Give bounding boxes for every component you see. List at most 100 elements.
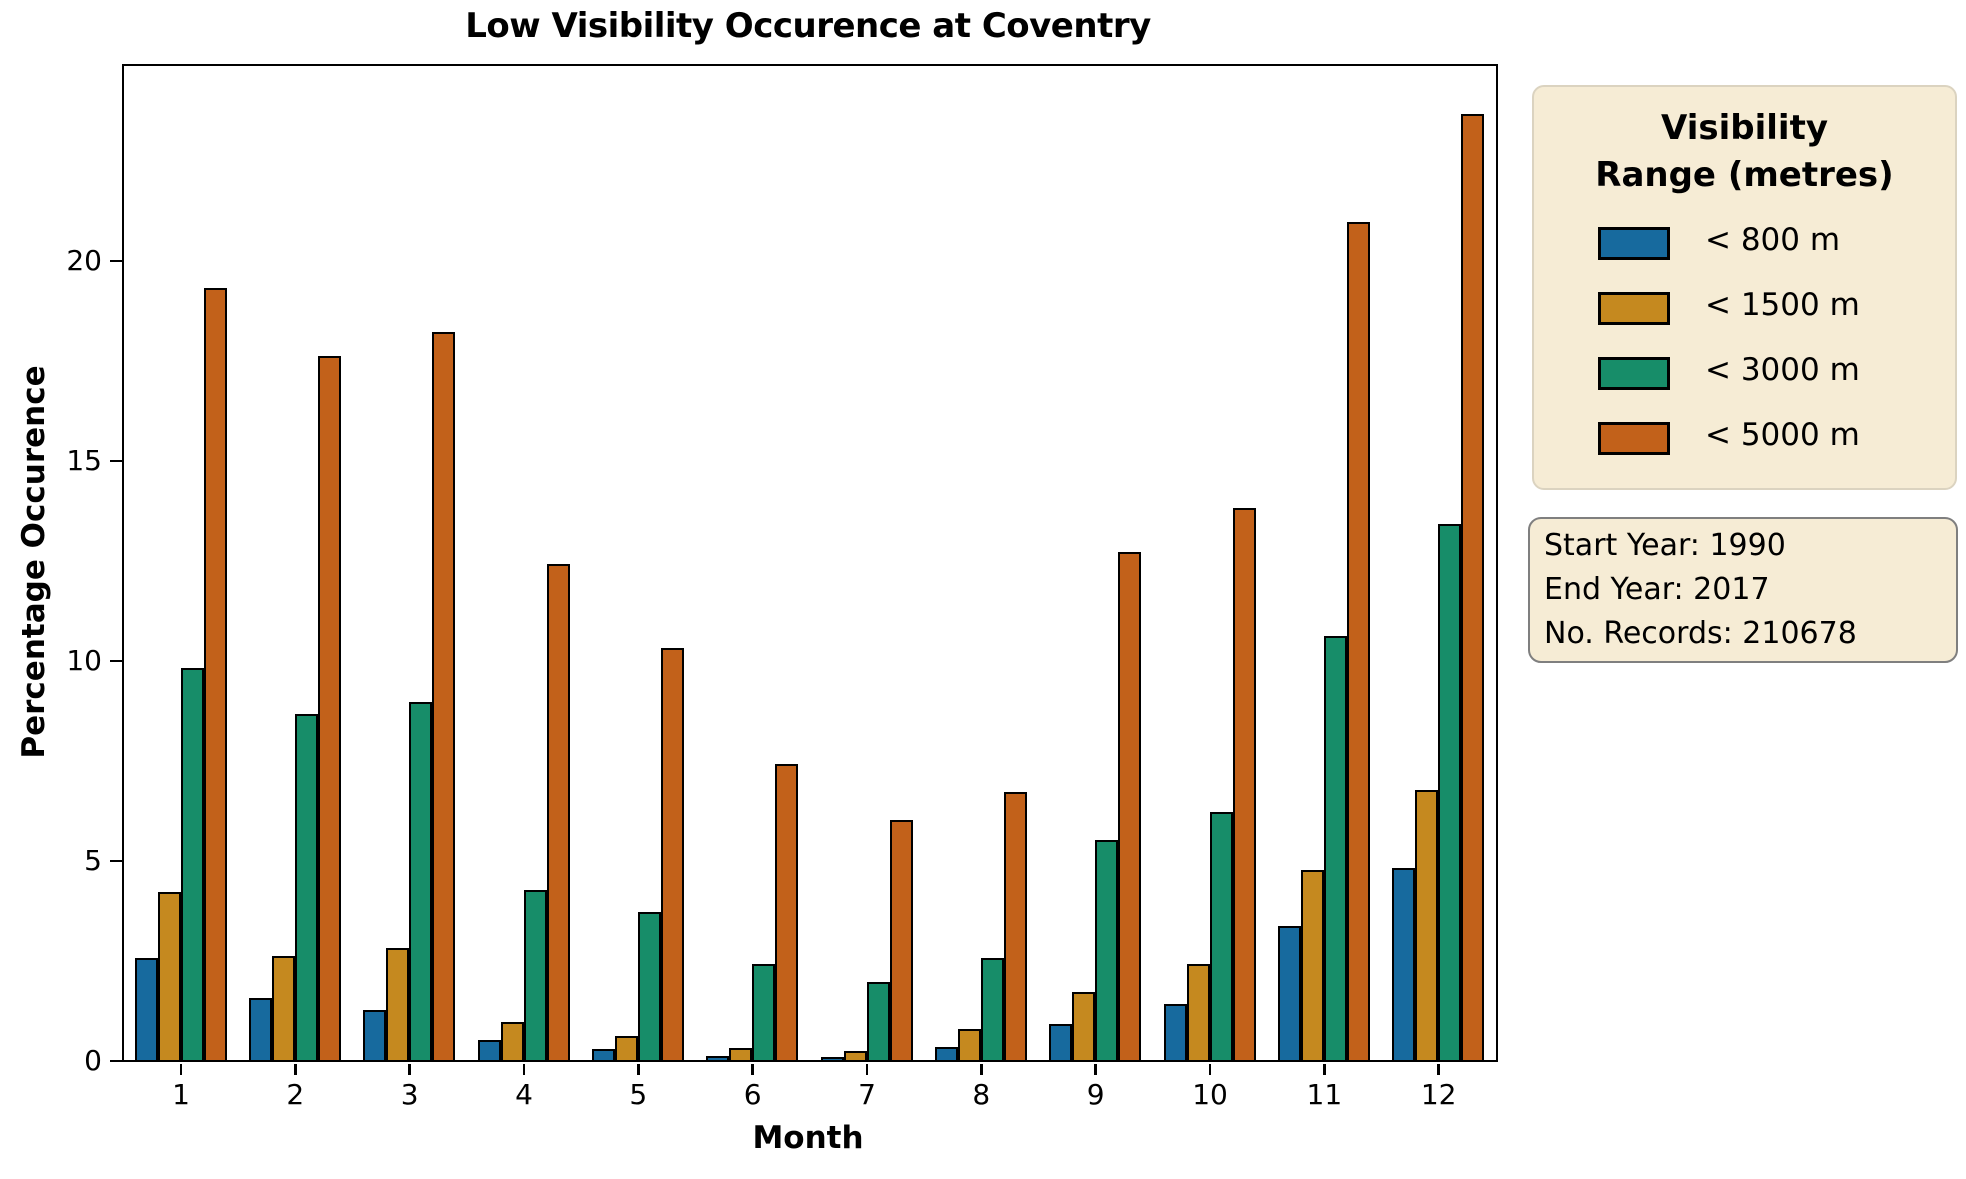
bar-month6-800m <box>706 1056 730 1060</box>
bar-month12-1500m <box>1415 790 1439 1060</box>
plot-area <box>122 64 1498 1062</box>
legend-label-1: < 1500 m <box>1705 287 1860 323</box>
bar-month5-800m <box>591 1049 615 1060</box>
x-tick-8 <box>980 1064 983 1075</box>
legend-entry-2: < 3000 m <box>1534 343 1955 408</box>
x-axis-label: Month <box>752 1120 864 1156</box>
bar-month1-1500m <box>157 892 181 1060</box>
bar-month9-5000m <box>1118 552 1142 1060</box>
legend-title-line1: Visibility <box>1661 108 1828 148</box>
bar-month4-1500m <box>500 1022 524 1060</box>
x-tick-label-8: 8 <box>972 1078 991 1111</box>
bar-month11-1500m <box>1300 870 1324 1060</box>
bar-month7-1500m <box>843 1051 867 1060</box>
bar-month1-3000m <box>180 668 204 1060</box>
x-tick-label-6: 6 <box>743 1078 762 1111</box>
y-tick-0 <box>110 1059 122 1063</box>
bar-month2-3000m <box>294 714 318 1060</box>
bar-month5-1500m <box>614 1036 638 1060</box>
bar-month9-3000m <box>1095 840 1119 1060</box>
x-tick-12 <box>1437 1064 1440 1075</box>
x-tick-4 <box>522 1064 526 1075</box>
bar-month3-800m <box>363 1010 387 1060</box>
y-tick-15 <box>110 459 122 463</box>
info-box: Start Year: 1990 End Year: 2017 No. Reco… <box>1528 517 1958 663</box>
bar-month8-1500m <box>957 1028 981 1060</box>
bar-month2-5000m <box>317 356 341 1060</box>
legend-swatch-2 <box>1598 357 1670 390</box>
bar-month11-5000m <box>1346 222 1370 1060</box>
x-tick-10 <box>1208 1064 1212 1075</box>
bar-month3-3000m <box>409 702 433 1060</box>
bar-month4-3000m <box>523 890 547 1060</box>
legend-entry-3: < 5000 m <box>1534 408 1955 473</box>
y-axis-label: Percentage Occurence <box>16 365 52 759</box>
bar-month9-800m <box>1049 1024 1073 1060</box>
x-tick-label-9: 9 <box>1086 1078 1105 1111</box>
bar-month7-3000m <box>866 982 890 1060</box>
y-tick-label-15: 15 <box>66 444 102 477</box>
legend-swatch-1 <box>1598 292 1670 325</box>
x-tick-9 <box>1094 1064 1097 1075</box>
bar-month8-3000m <box>980 958 1004 1060</box>
bar-month12-5000m <box>1461 114 1485 1060</box>
x-tick-label-11: 11 <box>1306 1078 1343 1111</box>
bar-month12-3000m <box>1438 524 1462 1060</box>
info-num-records: No. Records: 210678 <box>1544 616 1857 651</box>
legend-entries: < 800 m < 1500 m < 3000 m < 5000 m <box>1534 213 1955 473</box>
bar-month3-1500m <box>386 948 410 1060</box>
chart-title: Low Visibility Occurence at Coventry <box>465 6 1151 46</box>
x-tick-label-5: 5 <box>629 1078 648 1111</box>
x-tick-label-1: 1 <box>172 1078 190 1111</box>
legend: Visibility Range (metres) < 800 m < 1500 … <box>1532 85 1957 490</box>
legend-label-3: < 5000 m <box>1705 417 1860 453</box>
x-tick-label-2: 2 <box>286 1078 305 1111</box>
x-tick-5 <box>637 1064 640 1075</box>
x-tick-label-12: 12 <box>1420 1078 1457 1111</box>
x-tick-label-7: 7 <box>858 1078 876 1111</box>
legend-label-0: < 800 m <box>1705 222 1841 258</box>
x-tick-11 <box>1323 1064 1326 1075</box>
y-tick-label-20: 20 <box>66 244 102 277</box>
x-tick-3 <box>408 1064 411 1075</box>
bar-month11-3000m <box>1323 636 1347 1060</box>
y-tick-10 <box>110 659 122 663</box>
x-tick-2 <box>294 1064 297 1075</box>
y-tick-label-5: 5 <box>84 844 102 877</box>
bar-month8-800m <box>934 1046 958 1060</box>
legend-entry-0: < 800 m <box>1534 213 1955 278</box>
bar-month11-800m <box>1277 926 1301 1060</box>
x-tick-label-4: 4 <box>515 1078 533 1111</box>
bar-month8-5000m <box>1003 792 1027 1060</box>
bar-month6-5000m <box>775 764 799 1060</box>
bar-month5-5000m <box>660 648 684 1060</box>
bar-month2-800m <box>248 998 272 1060</box>
x-tick-label-3: 3 <box>400 1078 419 1111</box>
legend-entry-1: < 1500 m <box>1534 278 1955 343</box>
legend-label-2: < 3000 m <box>1705 352 1860 388</box>
bar-month1-800m <box>134 958 158 1060</box>
bar-month3-5000m <box>432 332 456 1060</box>
bar-month9-1500m <box>1072 992 1096 1060</box>
info-start-year: Start Year: 1990 <box>1544 528 1786 563</box>
x-tick-label-10: 10 <box>1192 1078 1228 1111</box>
info-end-year: End Year: 2017 <box>1544 572 1770 607</box>
y-tick-label-10: 10 <box>66 644 102 677</box>
legend-title-line2: Range (metres) <box>1595 155 1894 195</box>
bar-month5-3000m <box>637 912 661 1060</box>
x-tick-6 <box>751 1064 754 1075</box>
bar-month4-800m <box>477 1040 501 1060</box>
legend-title: Visibility Range (metres) <box>1534 105 1955 199</box>
bar-month1-5000m <box>203 288 227 1060</box>
bar-month7-5000m <box>889 820 913 1060</box>
bar-month2-1500m <box>271 956 295 1060</box>
bar-month7-800m <box>820 1056 844 1060</box>
y-tick-5 <box>110 859 122 863</box>
y-tick-20 <box>110 259 122 263</box>
bar-month10-3000m <box>1209 812 1233 1060</box>
x-tick-1 <box>179 1064 183 1075</box>
bar-month6-3000m <box>752 964 776 1060</box>
bar-month10-1500m <box>1186 964 1210 1060</box>
x-tick-7 <box>865 1064 869 1075</box>
